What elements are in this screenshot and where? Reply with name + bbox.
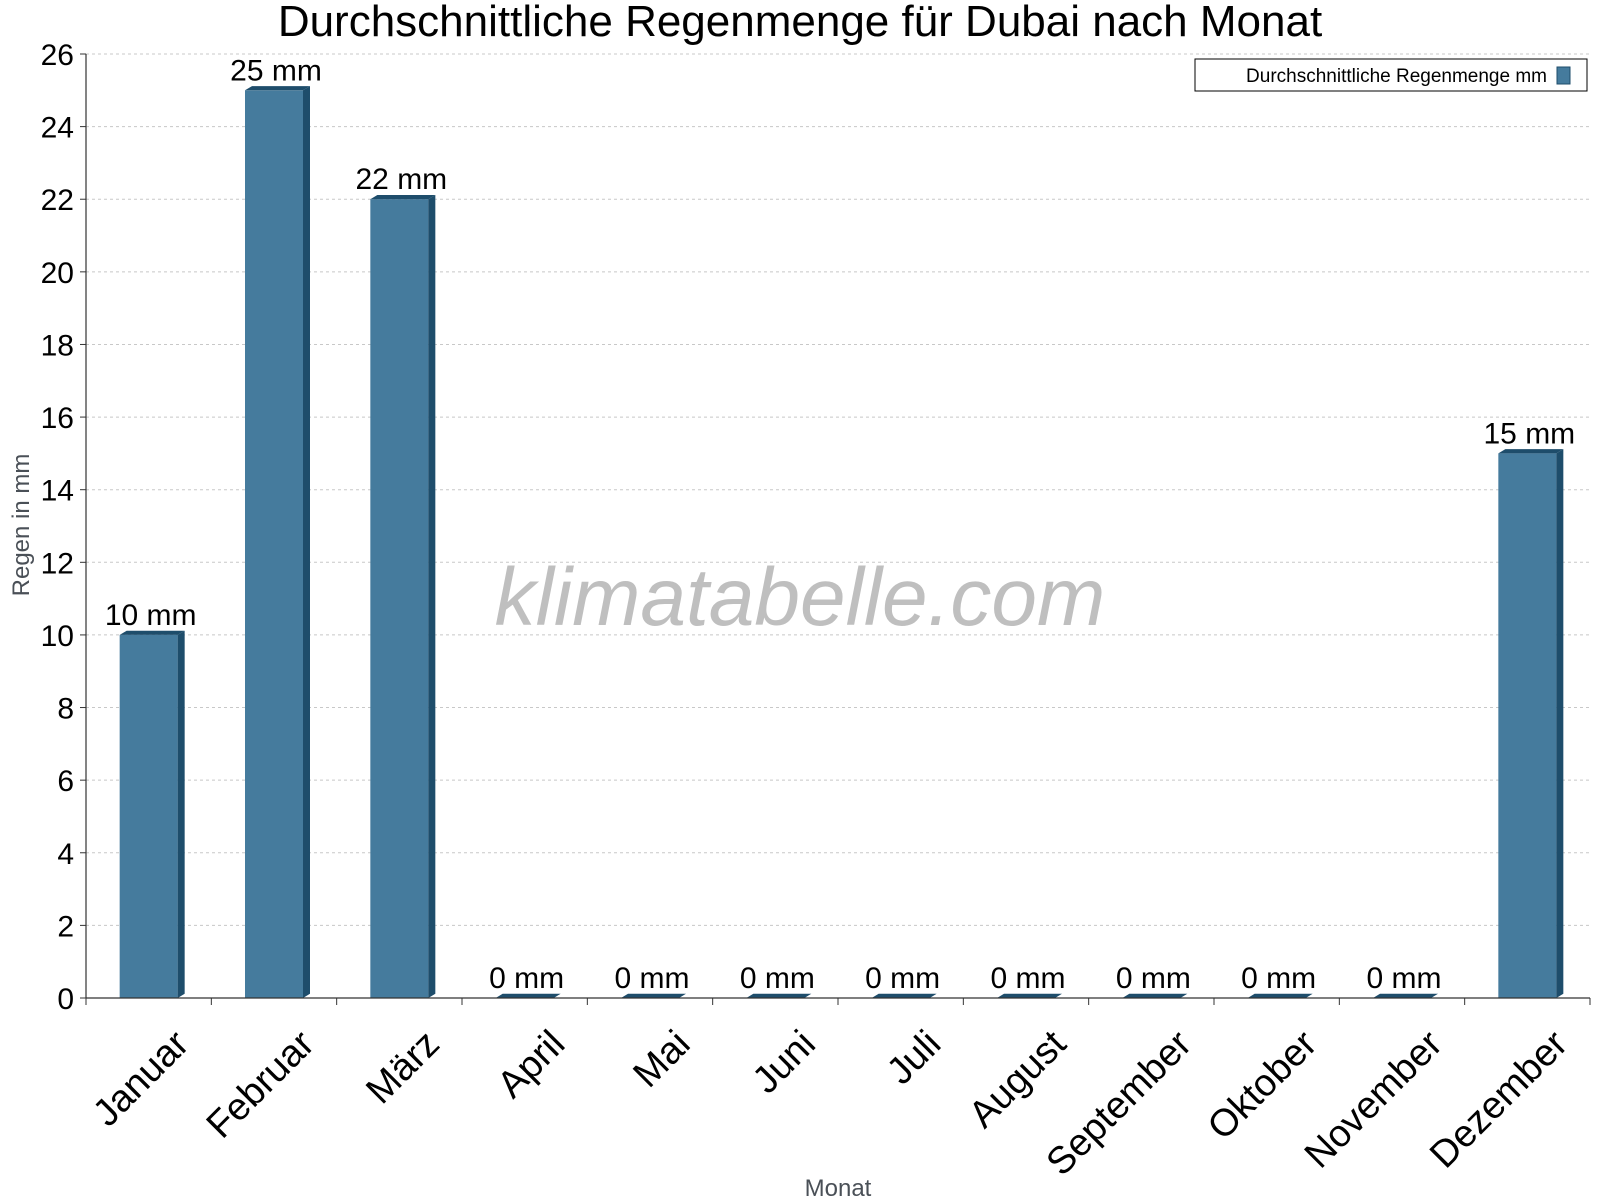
bar-top	[119, 630, 185, 635]
x-tick-label: Dezember	[1422, 1023, 1576, 1177]
bar-top	[1122, 993, 1188, 998]
bar-face	[245, 90, 303, 999]
data-label: 15 mm	[1483, 417, 1575, 450]
y-tick-label: 4	[57, 838, 74, 871]
bar-top	[746, 993, 812, 998]
bar	[1122, 993, 1188, 998]
watermark: klimatabelle.com	[495, 552, 1106, 643]
bar-side	[428, 195, 436, 998]
x-tick-label: Oktober	[1200, 1023, 1326, 1149]
bar	[871, 993, 937, 998]
bar-top	[621, 993, 686, 998]
bar	[1373, 993, 1438, 998]
bar	[997, 993, 1062, 998]
legend-label: Durchschnittliche Regenmenge mm	[1246, 66, 1547, 87]
legend: Durchschnittliche Regenmenge mm	[1194, 58, 1588, 92]
bar-side	[177, 630, 185, 998]
data-label: 22 mm	[355, 163, 447, 196]
bar-top	[370, 195, 436, 200]
x-tick-label: August	[961, 1023, 1075, 1137]
data-label: 25 mm	[230, 54, 322, 87]
bar	[119, 630, 185, 998]
x-tick-label: März	[358, 1023, 447, 1112]
data-label: 0 mm	[1241, 962, 1316, 995]
bar-face	[119, 634, 178, 998]
y-tick-label: 16	[41, 402, 74, 435]
bar	[1498, 449, 1564, 999]
data-label: 0 mm	[865, 962, 940, 995]
bar-face	[1498, 453, 1557, 998]
y-tick-label: 14	[41, 475, 74, 508]
grid	[86, 53, 1590, 926]
x-tick-labels: Januar Februar März April Mai Juni Juli AugustS…	[85, 1023, 1576, 1184]
y-tick-label: 18	[41, 329, 74, 362]
data-label: 0 mm	[991, 962, 1066, 995]
x-tick-label: Mai	[626, 1023, 699, 1096]
y-tick-label: 12	[41, 547, 74, 580]
y-tick-label: 10	[41, 620, 74, 653]
bar	[1247, 993, 1313, 998]
data-label: 0 mm	[740, 962, 815, 995]
data-label: 0 mm	[615, 962, 690, 995]
bar-top	[1373, 993, 1438, 998]
bar-top	[245, 86, 310, 91]
x-tick-label: Januar	[85, 1023, 197, 1135]
y-tick-label: 26	[41, 39, 74, 72]
x-tick-label: April	[490, 1023, 573, 1106]
x-tick-label: Februar	[199, 1023, 323, 1147]
y-tick-label: 24	[41, 112, 74, 145]
bar	[245, 86, 310, 999]
data-label: 0 mm	[1367, 962, 1442, 995]
legend-box	[1194, 58, 1588, 92]
legend-swatch	[1556, 66, 1571, 85]
y-tick-label: 20	[41, 257, 74, 290]
y-tick-label: 22	[41, 184, 74, 217]
bar-face	[370, 199, 429, 998]
bar-top	[1247, 993, 1313, 998]
bar-top	[1498, 449, 1564, 454]
x-axis-label: Monat	[805, 1175, 872, 1200]
y-tick-label: 6	[57, 765, 74, 798]
bar-side	[1556, 449, 1564, 999]
bar	[495, 993, 561, 998]
y-tick-label: 8	[57, 693, 74, 726]
bar	[746, 993, 812, 998]
data-label: 0 mm	[1116, 962, 1191, 995]
axes	[80, 53, 1591, 1005]
chart-title: Durchschnittliche Regenmenge für Dubai n…	[278, 0, 1322, 46]
x-tick-label: Juli	[879, 1023, 949, 1093]
bar-top	[495, 993, 561, 998]
bar	[621, 993, 686, 998]
y-tick-label: 0	[57, 983, 74, 1016]
bar	[370, 195, 436, 998]
data-label: 10 mm	[105, 599, 197, 632]
data-labels: 10 mm 25 mm 22 mm 0 mm 0 mm 0 mm 0 mm 0 mm 0 mm 0…	[105, 54, 1575, 995]
bar-top	[871, 993, 937, 998]
y-axis-label: Regen in mm	[8, 454, 35, 597]
y-tick-label: 2	[57, 910, 74, 943]
x-tick-label: Juni	[745, 1023, 824, 1102]
bars	[119, 86, 1564, 999]
bar-top	[997, 993, 1062, 998]
bar-side	[303, 86, 310, 999]
data-label: 0 mm	[489, 962, 564, 995]
